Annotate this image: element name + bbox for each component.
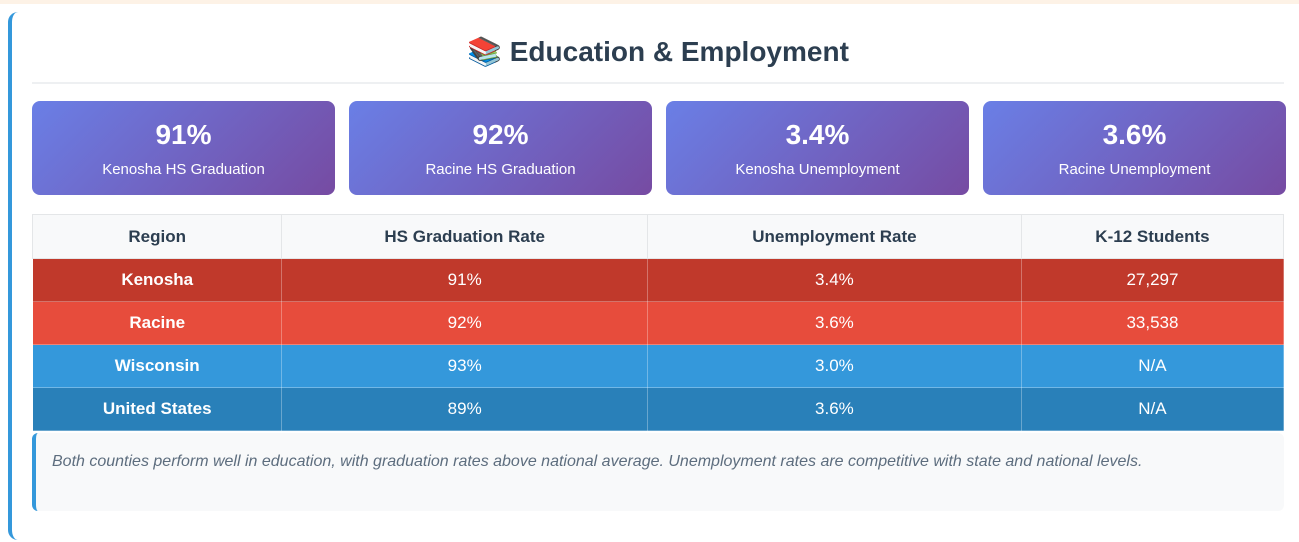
table-row: United States 89% 3.6% N/A [31, 387, 1285, 431]
table-cell: 3.6% [646, 387, 1022, 431]
table-cell: United States [31, 387, 283, 431]
column-header: Region [31, 214, 283, 259]
title: 📚 Education & Employment [32, 32, 1284, 84]
table-cell: 3.0% [646, 344, 1022, 388]
stat-card: 3.4% Kenosha Unemployment [666, 101, 969, 195]
table-cell: 91% [281, 258, 648, 302]
table-row: Racine 92% 3.6% 33,538 [31, 301, 1285, 345]
table-cell: Kenosha [31, 258, 283, 302]
table-cell: N/A [1020, 344, 1285, 388]
column-header: HS Graduation Rate [281, 214, 648, 259]
stat-label: Kenosha HS Graduation [102, 161, 265, 178]
table-cell: 33,538 [1020, 301, 1285, 345]
top-strip [0, 0, 1299, 4]
table-cell: N/A [1020, 387, 1285, 431]
table-cell: 89% [281, 387, 648, 431]
stat-value: 3.6% [1102, 119, 1167, 150]
header-row: Region HS Graduation Rate Unemployment Rat… [31, 214, 1285, 259]
stat-card: 3.6% Racine Unemployment [983, 101, 1286, 195]
table-cell: Wisconsin [31, 344, 283, 388]
table-row: Wisconsin 93% 3.0% N/A [31, 344, 1285, 388]
stat-card: 92% Racine HS Graduation [349, 101, 652, 195]
table-cell: 92% [281, 301, 648, 345]
stat-card: 91% Kenosha HS Graduation [32, 101, 335, 195]
stat-value: 92% [472, 119, 529, 150]
column-header: Unemployment Rate [646, 214, 1022, 259]
table-cell: 93% [281, 344, 648, 388]
card: 📚 Education & Employment 91% Kenosha HS G… [8, 12, 1298, 540]
stat-label: Racine Unemployment [1058, 161, 1211, 178]
note: Both counties perform well in education,… [32, 433, 1284, 511]
table-cell: Racine [31, 301, 283, 345]
stat-value: 91% [155, 119, 212, 150]
icon: 📚 [467, 36, 502, 67]
table-cell: 3.4% [646, 258, 1022, 302]
stat-label: Racine HS Graduation [425, 161, 576, 178]
table-row: Kenosha 91% 3.4% 27,297 [31, 258, 1285, 302]
table-cell: 3.6% [646, 301, 1022, 345]
stats: 91% Kenosha HS Graduation 92% Racine HS Gra… [32, 101, 1286, 195]
table-cell: 27,297 [1020, 258, 1285, 302]
table: Region HS Graduation Rate Unemployment Rat… [31, 214, 1285, 431]
stat-label: Kenosha Unemployment [735, 161, 900, 178]
column-header: K-12 Students [1020, 214, 1285, 259]
stat-value: 3.4% [785, 119, 850, 150]
title-text: Education & Employment [509, 36, 849, 67]
